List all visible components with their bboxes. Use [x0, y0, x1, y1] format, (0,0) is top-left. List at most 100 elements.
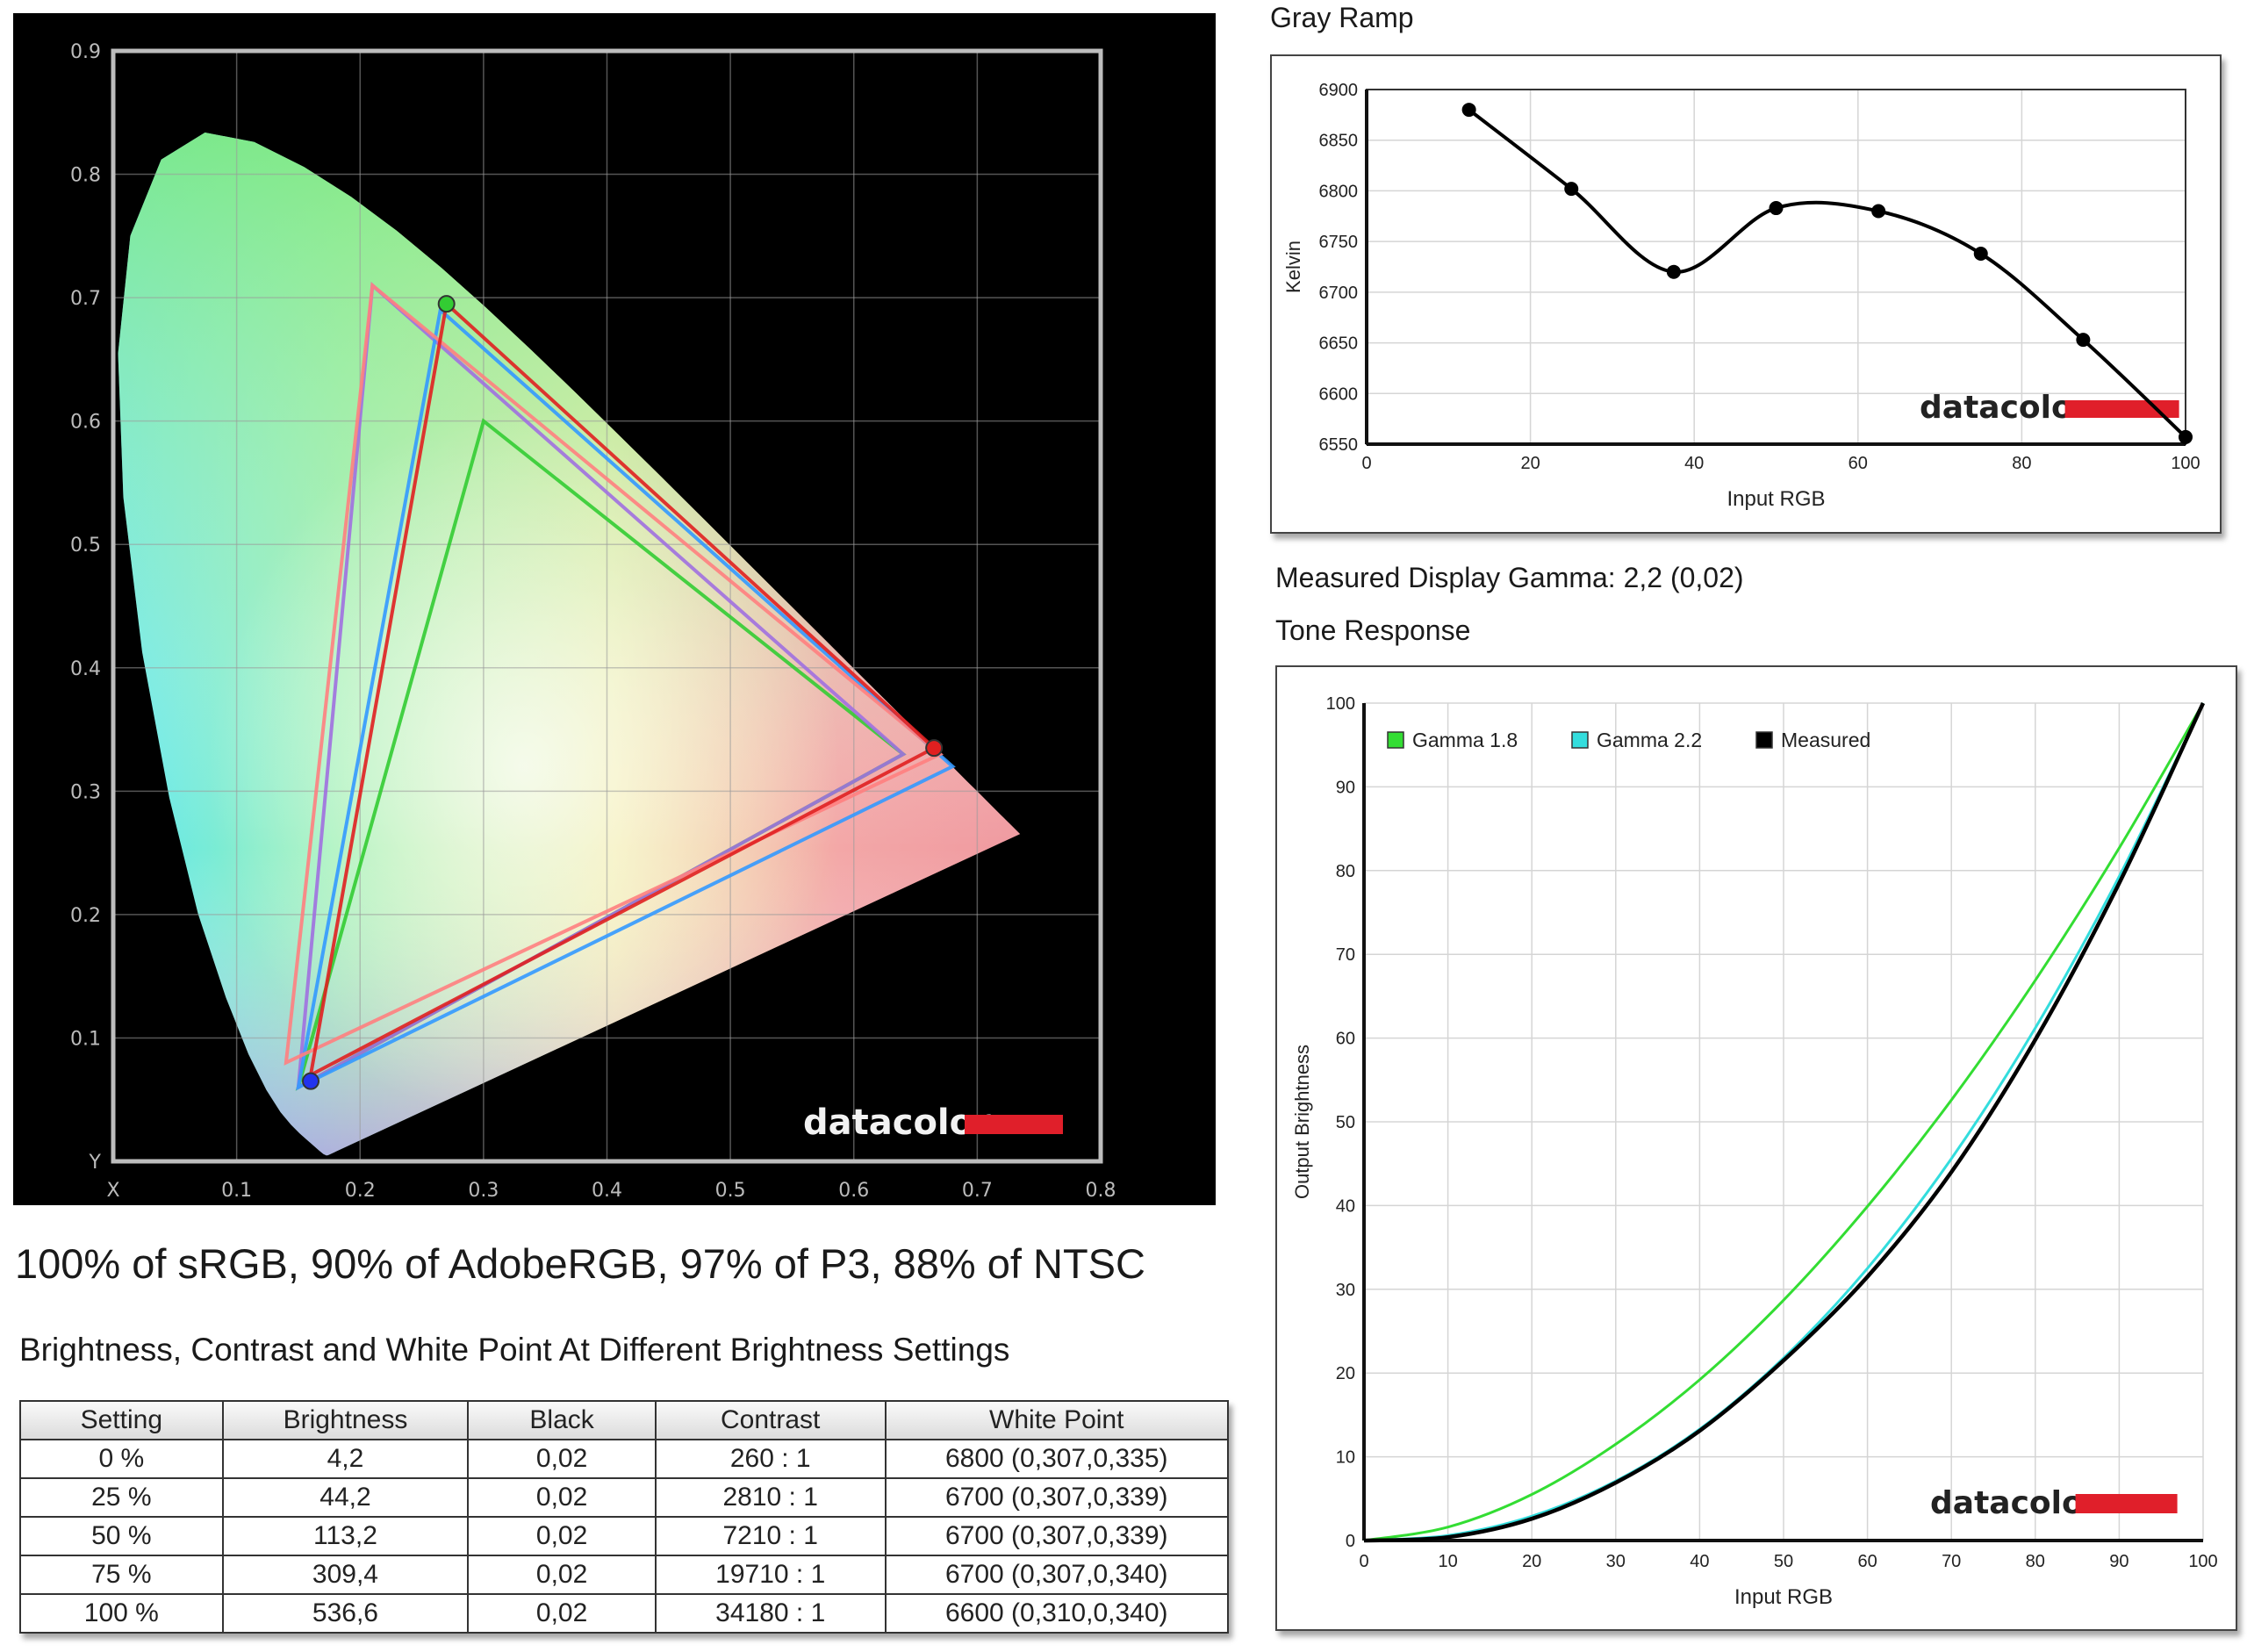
cell-black: 0,02: [467, 1439, 657, 1479]
cell-setting: 0 %: [19, 1439, 224, 1479]
cie-y-tick-label: 0.6: [70, 412, 101, 434]
cie-y-tick-label: 0.8: [70, 165, 101, 187]
cell-white-point: 6700 (0,307,0,339): [884, 1516, 1230, 1556]
cie-x-tick-label: 0.7: [962, 1180, 993, 1202]
tone-y-tick-label: 10: [1336, 1448, 1355, 1468]
cell-setting: 25 %: [19, 1477, 224, 1518]
cell-contrast: 7210 : 1: [654, 1516, 887, 1556]
cie-x-tick-label: 0.2: [345, 1180, 376, 1202]
cie-y-tick-label: 0.7: [70, 288, 101, 310]
gray-x-tick-label: 20: [1520, 454, 1540, 473]
tone-x-tick-label: 0: [1359, 1552, 1368, 1571]
cell-white-point: 6700 (0,307,0,339): [884, 1477, 1230, 1518]
tone-y-tick-label: 80: [1336, 862, 1355, 881]
cie-x-tick-label: 0.4: [592, 1180, 622, 1202]
table-header-row: Setting Brightness Black Contrast White …: [19, 1400, 1230, 1440]
gray-ramp-point: [2179, 429, 2193, 444]
tone-y-tick-label: 90: [1336, 778, 1355, 797]
legend-label: Gamma 2.2: [1597, 729, 1702, 751]
legend-swatch: [1755, 731, 1773, 749]
measured-gamma-text: Measured Display Gamma: 2,2 (0,02): [1275, 562, 1744, 593]
gamut-triangle: [308, 300, 937, 1079]
tone-x-tick-label: 30: [1606, 1552, 1626, 1571]
legend-label: Measured: [1781, 729, 1870, 751]
datacolor-logo-bar: [965, 1115, 1063, 1134]
cie-x-tick-label: X: [106, 1180, 119, 1202]
cell-contrast: 2810 : 1: [654, 1477, 887, 1518]
gray-ramp-point: [2076, 333, 2091, 348]
tone-x-tick-label: 10: [1438, 1552, 1457, 1571]
cie-y-tick-label: 0.9: [70, 41, 101, 63]
cie-x-tick-label: 0.8: [1086, 1180, 1116, 1202]
gray-y-axis-label: Kelvin: [1282, 241, 1304, 293]
legend-swatch: [1387, 731, 1404, 749]
table-row: 75 % 309,4 0,02 19710 : 1 6700 (0,307,0,…: [19, 1555, 1230, 1595]
primary-marker: [302, 1072, 319, 1090]
tone-x-tick-label: 20: [1522, 1552, 1541, 1571]
datacolor-logo-text: datacolor: [1930, 1485, 2100, 1521]
gray-ramp-point: [1564, 182, 1579, 197]
cell-setting: 50 %: [19, 1516, 224, 1556]
tone-curve: [1363, 702, 2205, 1542]
tone-x-tick-label: 60: [1857, 1552, 1877, 1571]
tone-x-tick-label: 80: [2026, 1552, 2045, 1571]
gamut-triangle: [284, 282, 944, 1066]
tone-y-tick-label: 70: [1336, 945, 1355, 965]
gray-ramp-line: [1468, 108, 2187, 439]
cell-white-point: 6700 (0,307,0,340): [884, 1555, 1230, 1595]
tone-y-tick-label: 20: [1336, 1364, 1355, 1383]
header-brightness: Brightness: [221, 1400, 470, 1440]
cell-white-point: 6800 (0,307,0,335): [884, 1439, 1230, 1479]
cell-white-point: 6600 (0,310,0,340): [884, 1593, 1230, 1634]
spectral-locus-whitepoint-glow: [118, 133, 1021, 1156]
gray-y-tick-label: 6550: [1319, 435, 1359, 455]
tone-curve: [1363, 702, 2206, 1543]
tone-response-chart: 0 10 20 30 40 50 60 70 80 90 100 0 10 20 30 40 50 60 70 80 9…: [1291, 694, 2218, 1609]
tone-response-title: Tone Response: [1275, 614, 1471, 646]
gray-x-tick-label: 60: [1849, 454, 1868, 473]
gray-ramp-point: [1666, 264, 1681, 279]
gray-x-tick-label: 80: [2012, 454, 2031, 473]
gray-ramp-title: Gray Ramp: [1270, 2, 1414, 33]
gray-x-axis-label: Input RGB: [1727, 487, 1825, 511]
gray-ramp-frame: [1270, 54, 2222, 534]
gray-x-tick-label: 100: [2171, 454, 2200, 473]
table-row: 25 % 44,2 0,02 2810 : 1 6700 (0,307,0,33…: [19, 1477, 1230, 1518]
cie-y-tick-label: 0.4: [70, 658, 101, 680]
cell-black: 0,02: [467, 1477, 657, 1518]
gray-ramp-point: [1973, 246, 1988, 261]
cell-contrast: 260 : 1: [654, 1439, 887, 1479]
legend-swatch: [1571, 731, 1589, 749]
gray-y-tick-label: 6700: [1319, 284, 1359, 303]
gray-x-tick-label: 40: [1684, 454, 1704, 473]
gray-ramp-point: [1461, 103, 1476, 118]
header-white-point: White Point: [884, 1400, 1230, 1440]
tone-y-tick-label: 60: [1336, 1030, 1355, 1049]
header-contrast: Contrast: [654, 1400, 887, 1440]
brightness-table-title: Brightness, Contrast and White Point At …: [19, 1332, 1010, 1368]
cell-setting: 75 %: [19, 1555, 224, 1595]
cie-x-tick-label: 0.1: [221, 1180, 252, 1202]
tone-y-tick-label: 0: [1346, 1532, 1355, 1551]
legend-label: Gamma 1.8: [1412, 729, 1518, 751]
gray-y-tick-label: 6600: [1319, 384, 1359, 404]
cie-x-tick-label: 0.6: [838, 1180, 869, 1202]
cie-y-tick-label: 0.1: [70, 1028, 101, 1050]
table-row: 100 % 536,6 0,02 34180 : 1 6600 (0,310,0…: [19, 1593, 1230, 1634]
datacolor-logo-text: datacolor: [1920, 390, 2089, 426]
cell-black: 0,02: [467, 1555, 657, 1595]
tone-x-tick-label: 50: [1774, 1552, 1793, 1571]
cie-y-tick-label: 0.3: [70, 781, 101, 803]
cie-chromaticity-chart: X 0.1 0.2 0.3 0.4 0.5 0.6 0.7 0.8 Y 0.1 0.2 0.3 0.4 0.…: [13, 13, 1216, 1205]
gray-y-tick-label: 6650: [1319, 334, 1359, 354]
cell-brightness: 113,2: [221, 1516, 470, 1556]
tone-x-tick-label: 70: [1942, 1552, 1961, 1571]
datacolor-logo: datacolor: [1930, 1485, 2178, 1521]
header-setting: Setting: [19, 1400, 224, 1440]
table-row: 0 % 4,2 0,02 260 : 1 6800 (0,307,0,335): [19, 1439, 1230, 1479]
cie-y-tick-label: 0.2: [70, 905, 101, 927]
gray-y-tick-label: 6750: [1319, 233, 1359, 252]
gray-ramp-point: [1769, 201, 1784, 216]
cell-brightness: 309,4: [221, 1555, 470, 1595]
gamut-triangle: [296, 281, 907, 1091]
